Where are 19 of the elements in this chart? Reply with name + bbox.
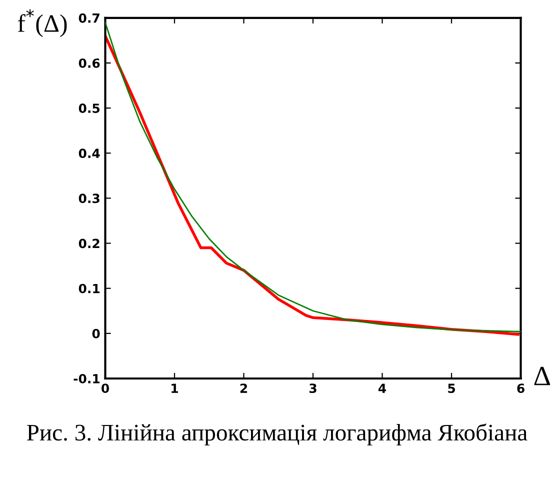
- y-tick-label: 0.6: [78, 58, 100, 68]
- x-tick-label: 5: [448, 384, 455, 394]
- x-tick-label: 0: [102, 384, 110, 394]
- y-tick-label: 0.3: [78, 194, 100, 204]
- x-tick-label: 3: [309, 384, 316, 394]
- x-tick-label: 2: [240, 384, 248, 393]
- y-tick-label: 0.5: [78, 104, 100, 113]
- y-tick-label: 0: [92, 328, 100, 338]
- y-tick-label: 0.7: [78, 13, 100, 23]
- y-tick-label: 0.1: [78, 284, 100, 294]
- x-axis-title: Δ: [534, 366, 550, 386]
- y-tick-label: 0.2: [78, 238, 100, 248]
- y-tick-label: 0.4: [78, 148, 100, 158]
- y-tick-label: -0.1: [74, 374, 100, 384]
- x-tick-label: 1: [172, 384, 178, 393]
- x-tick-label: 6: [517, 384, 524, 394]
- y-axis-title: f$^{*}$(Δ): [18, 9, 67, 38]
- text: Рис. 3. Лінійна апроксимація логарифма Якобіана: [26, 424, 528, 446]
- x-tick-label: 4: [378, 384, 386, 393]
